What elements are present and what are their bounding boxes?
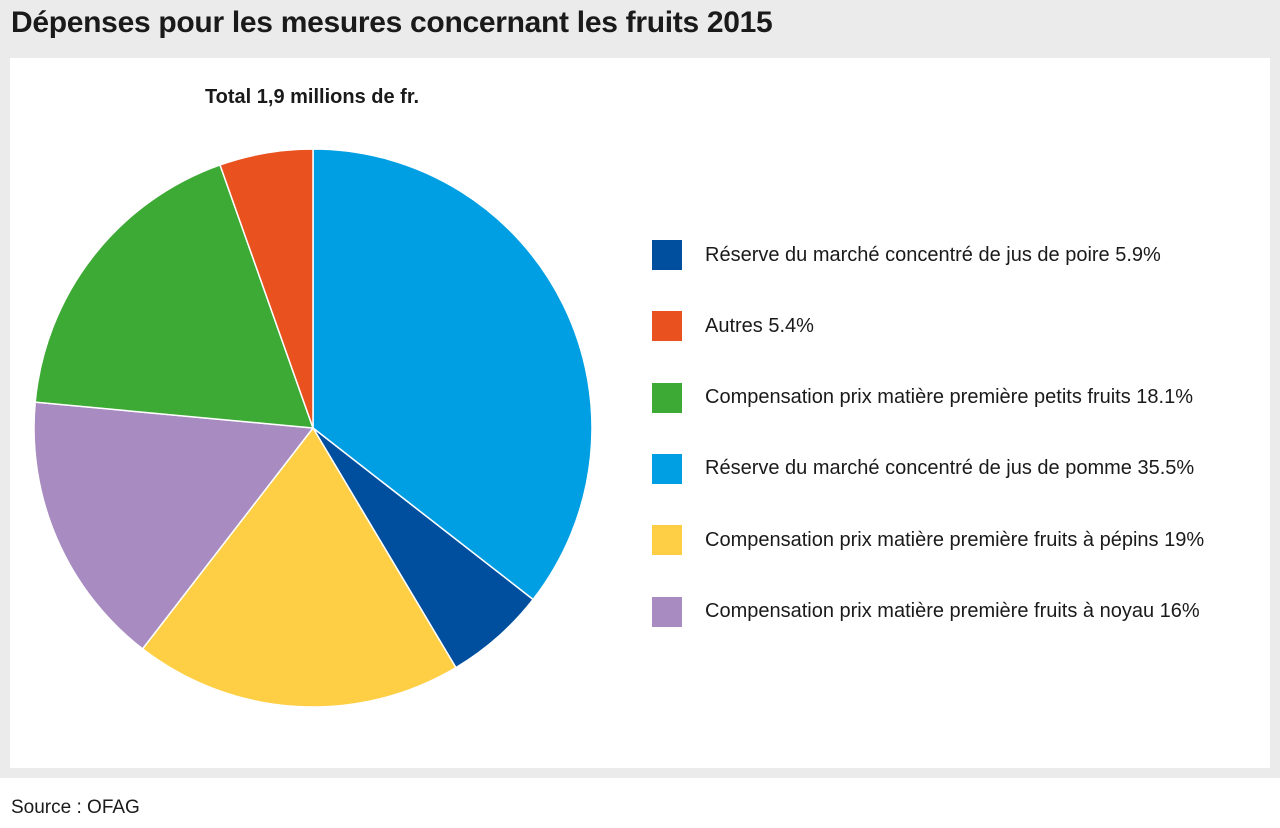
pie-slice-5 bbox=[219, 148, 314, 429]
legend-label: Autres 5.4% bbox=[705, 314, 814, 337]
legend-swatch bbox=[652, 382, 682, 413]
source-note: Source : OFAG bbox=[11, 797, 140, 818]
pie-slice-2 bbox=[141, 427, 457, 708]
chart-title: Dépenses pour les mesures concernant les… bbox=[11, 6, 773, 39]
legend-item-4: Compensation prix matière première fruit… bbox=[652, 525, 1262, 556]
legend-label: Réserve du marché concentré de jus de po… bbox=[705, 243, 1161, 266]
legend-label: Compensation prix matière première petit… bbox=[705, 386, 1193, 409]
legend-item-3: Réserve du marché concentré de jus de po… bbox=[652, 453, 1262, 484]
legend-swatch bbox=[652, 453, 682, 484]
legend-swatch bbox=[652, 311, 682, 342]
legend-item-2: Compensation prix matière première petit… bbox=[652, 382, 1262, 413]
legend-swatch bbox=[652, 240, 682, 270]
legend-item-1: Autres 5.4% bbox=[652, 311, 1262, 342]
legend-swatch bbox=[652, 596, 682, 627]
legend-item-0: Réserve du marché concentré de jus de po… bbox=[652, 240, 1262, 270]
legend-label: Compensation prix matière première fruit… bbox=[705, 528, 1205, 551]
pie-slice-4 bbox=[34, 164, 314, 429]
legend-item-5: Compensation prix matière première fruit… bbox=[652, 596, 1262, 627]
pie-slice-0 bbox=[312, 148, 593, 601]
legend-label: Réserve du marché concentré de jus de po… bbox=[705, 457, 1195, 480]
chart-subtitle: Total 1,9 millions de fr. bbox=[204, 86, 420, 108]
pie-slice-3 bbox=[33, 401, 314, 650]
legend-swatch bbox=[652, 525, 682, 556]
legend-label: Compensation prix matière première fruit… bbox=[705, 600, 1200, 622]
